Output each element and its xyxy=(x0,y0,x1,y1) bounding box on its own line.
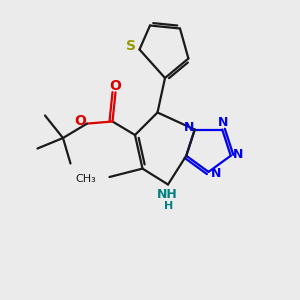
Text: N: N xyxy=(184,121,194,134)
Text: N: N xyxy=(218,116,229,130)
Text: N: N xyxy=(211,167,221,180)
Text: NH: NH xyxy=(157,188,178,202)
Text: O: O xyxy=(109,79,121,93)
Text: CH₃: CH₃ xyxy=(75,173,96,184)
Text: S: S xyxy=(125,39,136,53)
Text: O: O xyxy=(74,114,86,128)
Text: H: H xyxy=(164,201,173,211)
Text: N: N xyxy=(233,148,243,161)
